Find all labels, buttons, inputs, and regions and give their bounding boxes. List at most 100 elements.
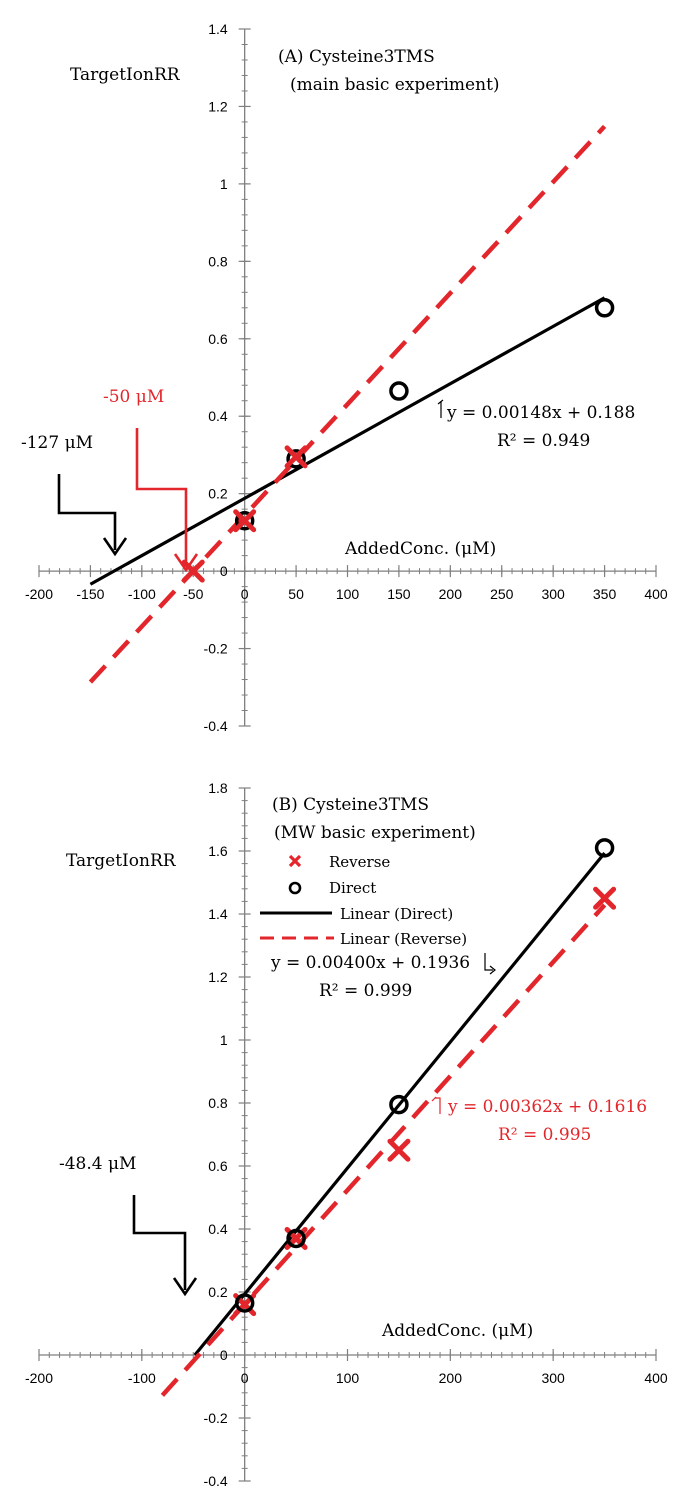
y-tick-label: 1.2 bbox=[208, 969, 228, 985]
y-tick-label: 1.2 bbox=[208, 98, 228, 114]
chart-b-r2-reverse: R² = 0.995 bbox=[498, 1125, 591, 1145]
arrowhead-48-icon bbox=[172, 1277, 198, 1297]
x-tick-label: 200 bbox=[439, 586, 463, 602]
x-tick-label: 100 bbox=[336, 586, 360, 602]
legend-item-linear-reverse: Linear (Reverse) bbox=[260, 930, 467, 948]
chart-a-title: (A) Cysteine3TMS bbox=[278, 47, 435, 67]
y-tick-label: 1.8 bbox=[208, 780, 228, 796]
arrow-48-icon bbox=[132, 1195, 187, 1290]
x-tick-label: 200 bbox=[439, 1370, 463, 1386]
y-tick-label: 0 bbox=[220, 563, 228, 579]
equation-bracket-b2-icon bbox=[431, 1096, 441, 1114]
y-tick-label: 0 bbox=[220, 1347, 228, 1363]
data-point-x bbox=[233, 509, 257, 533]
x-tick-label: 0 bbox=[241, 1370, 249, 1386]
annotation-arrows-a bbox=[57, 428, 199, 573]
y-tick-label: 1.4 bbox=[208, 906, 228, 922]
data-marks-a bbox=[181, 298, 615, 583]
arrow-50-icon bbox=[135, 428, 188, 566]
y-tick-label: -0.2 bbox=[204, 1410, 228, 1426]
fit-lines-a bbox=[88, 124, 607, 684]
chart-panel-b: -200 -100 0 100 200 300 400 -0.4 -0.2 0 0.2 0.4 0.6 0… bbox=[25, 780, 668, 1489]
fit-line-solid bbox=[89, 296, 606, 586]
legend-label-direct: Direct bbox=[329, 879, 376, 897]
x-tick-label: 0 bbox=[241, 586, 249, 602]
y-tick-label: 0.2 bbox=[208, 1284, 228, 1300]
annotation-127: -127 μM bbox=[21, 433, 93, 453]
data-point-circle bbox=[234, 511, 255, 531]
chart-a-xlabel: AddedConc. (μM) bbox=[344, 539, 496, 559]
x-tick-label: -200 bbox=[25, 1370, 53, 1386]
legend-label-linear-reverse: Linear (Reverse) bbox=[340, 930, 467, 948]
x-tick-label: 250 bbox=[490, 586, 514, 602]
data-point-circle bbox=[389, 1094, 409, 1115]
chart-b-subtitle: (MW basic experiment) bbox=[274, 823, 476, 843]
data-point-circle bbox=[594, 298, 615, 318]
legend-item-reverse: Reverse bbox=[288, 853, 390, 871]
chart-b-title: (B) Cysteine3TMS bbox=[272, 795, 429, 815]
axes-a: -200 -150 -100 -50 0 50 100 150 200 250 300 350 400 -… bbox=[25, 21, 668, 734]
equation-bracket-b1-icon bbox=[484, 953, 496, 975]
arrowhead-127-icon bbox=[102, 537, 128, 557]
x-tick-label: -100 bbox=[128, 586, 156, 602]
y-tick-label: 0.4 bbox=[208, 1221, 228, 1237]
annotation-arrows-b bbox=[132, 1195, 198, 1297]
annotation-50: -50 μM bbox=[103, 387, 164, 407]
y-tick-label: 0.6 bbox=[208, 331, 228, 347]
data-point-x bbox=[284, 445, 308, 469]
fit-line-solid bbox=[193, 852, 606, 1357]
chart-a-r2: R² = 0.949 bbox=[497, 431, 590, 451]
legend-b: Reverse Direct Linear (Direct) Linear (R… bbox=[260, 853, 467, 948]
legend-item-linear-direct: Linear (Direct) bbox=[260, 905, 453, 923]
chart-b-equation-reverse: y = 0.00362x + 0.1616 bbox=[447, 1097, 647, 1117]
x-tick-label: 400 bbox=[644, 1370, 668, 1386]
legend-item-direct: Direct bbox=[288, 879, 376, 897]
x-tick-label: -200 bbox=[25, 586, 53, 602]
data-point-circle bbox=[389, 381, 409, 401]
y-tick-label: 1.6 bbox=[208, 843, 228, 859]
x-tick-label: 100 bbox=[336, 1370, 360, 1386]
legend-x-marker-icon bbox=[288, 854, 302, 868]
y-tick-label: -0.4 bbox=[204, 1473, 228, 1489]
chart-panel-a: -200 -150 -100 -50 0 50 100 150 200 250 300 350 400 -… bbox=[21, 21, 668, 734]
y-tick-label: 0.4 bbox=[208, 408, 228, 424]
x-tick-label: 400 bbox=[644, 586, 668, 602]
data-point-x bbox=[387, 1138, 411, 1162]
data-marks-b bbox=[233, 838, 617, 1317]
y-tick-label: 0.6 bbox=[208, 1158, 228, 1174]
chart-b-xlabel: AddedConc. (μM) bbox=[381, 1321, 533, 1341]
x-tick-label: -50 bbox=[183, 586, 203, 602]
data-point-x bbox=[593, 886, 617, 910]
data-point-circle bbox=[286, 1228, 306, 1249]
legend-circle-marker-icon bbox=[288, 881, 302, 895]
data-point-circle bbox=[594, 838, 615, 858]
x-tick-label: -100 bbox=[128, 1370, 156, 1386]
x-tick-label: 300 bbox=[541, 586, 565, 602]
x-tick-label: -150 bbox=[76, 586, 104, 602]
legend-label-reverse: Reverse bbox=[329, 853, 390, 871]
arrowhead-50-icon bbox=[173, 553, 199, 573]
y-tick-label: -0.2 bbox=[204, 641, 228, 657]
y-tick-label: 1 bbox=[220, 176, 228, 192]
legend-label-linear-direct: Linear (Direct) bbox=[340, 905, 453, 923]
chart-a-subtitle: (main basic experiment) bbox=[290, 75, 500, 95]
axes-b: -200 -100 0 100 200 300 400 -0.4 -0.2 0 0.2 0.4 0.6 0… bbox=[25, 780, 668, 1489]
x-tick-label: 300 bbox=[541, 1370, 565, 1386]
data-point-circle bbox=[286, 449, 306, 469]
data-point-circle bbox=[234, 1293, 255, 1313]
x-tick-label: 50 bbox=[288, 586, 304, 602]
data-point-x bbox=[181, 559, 205, 583]
chart-b-equation-direct: y = 0.00400x + 0.1936 bbox=[270, 953, 470, 973]
y-tick-label: 1 bbox=[220, 1032, 228, 1048]
annotation-48: -48.4 μM bbox=[59, 1154, 136, 1174]
equation-bracket-a-icon bbox=[437, 399, 444, 418]
x-tick-label: 350 bbox=[593, 586, 617, 602]
x-tick-label: 150 bbox=[387, 586, 411, 602]
chart-a-equation: y = 0.00148x + 0.188 bbox=[446, 403, 635, 423]
y-tick-label: 0.2 bbox=[208, 486, 228, 502]
y-tick-label: -0.4 bbox=[204, 718, 228, 734]
arrow-127-icon bbox=[57, 474, 117, 550]
chart-b-r2-direct: R² = 0.999 bbox=[319, 981, 412, 1001]
chart-a-ylabel: TargetIonRR bbox=[70, 65, 181, 85]
